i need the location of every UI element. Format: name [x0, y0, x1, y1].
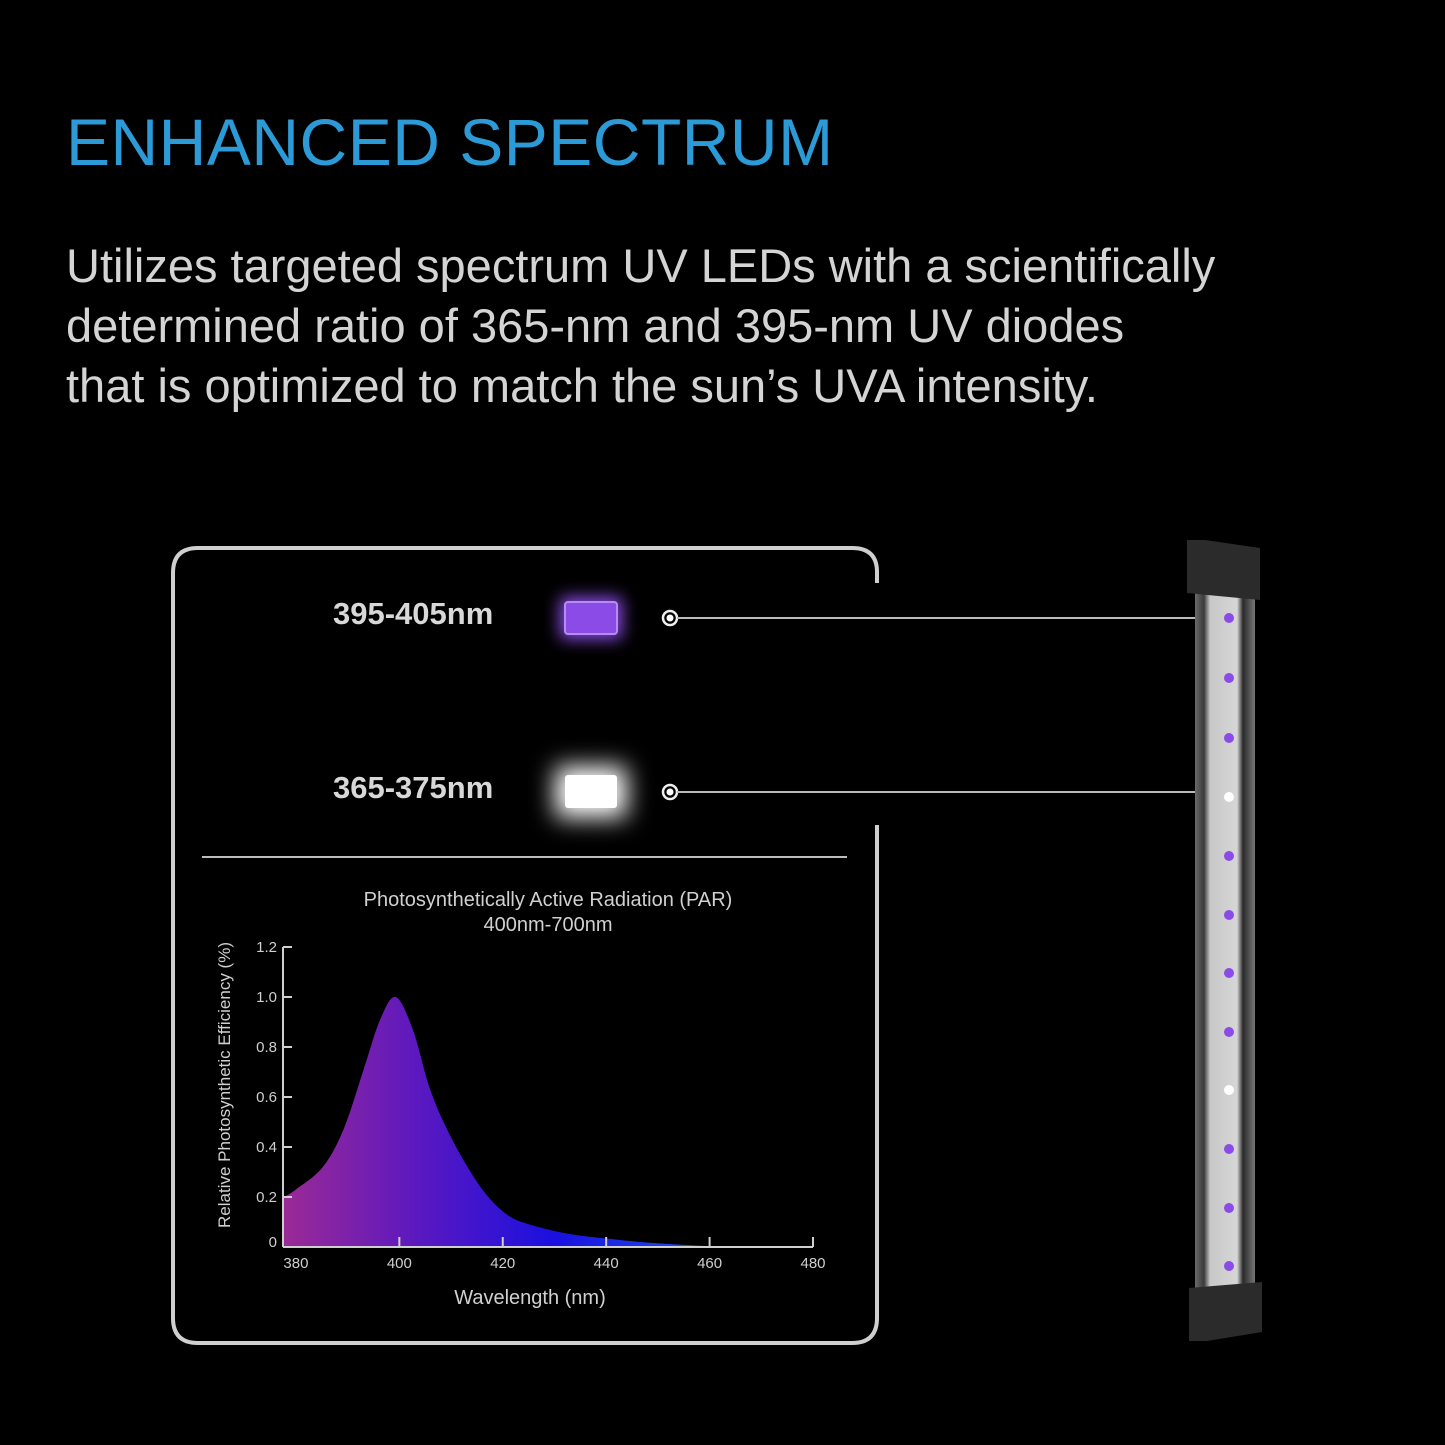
chart-subtitle: 400nm-700nm: [484, 914, 613, 936]
par-chart: Photosynthetically Active Radiation (PAR…: [215, 889, 826, 1309]
uv-led: [1224, 733, 1234, 743]
white-led: [1224, 1085, 1234, 1095]
description-line: determined ratio of 365-nm and 395-nm UV…: [66, 299, 1125, 352]
y-tick-label: 1.2: [256, 939, 277, 956]
x-tick-label: 460: [697, 1255, 722, 1272]
white-led: [1224, 792, 1234, 802]
uv-led: [1224, 613, 1234, 623]
description-line: that is optimized to match the sun’s UVA…: [66, 359, 1098, 412]
y-tick-label: 0.4: [256, 1139, 277, 1156]
uv-led: [1224, 1027, 1234, 1037]
connector-dot-center: [666, 788, 674, 796]
spectrum-area: [284, 996, 736, 1247]
end-cap-bottom: [1189, 1282, 1262, 1341]
description: Utilizes targeted spectrum UV LEDs with …: [66, 236, 1386, 416]
y-tick-label: 0.2: [256, 1189, 277, 1206]
x-tick-label: 400: [387, 1255, 412, 1272]
uv-led: [1224, 1203, 1234, 1213]
uv-led: [1224, 1261, 1234, 1271]
white-led-swatch: [565, 775, 617, 808]
x-axis-label: Wavelength (nm): [454, 1287, 606, 1309]
y-tick-label: 0: [269, 1234, 277, 1251]
x-tick-label: 480: [800, 1255, 825, 1272]
legend-label-395: 395-405nm: [333, 596, 493, 631]
y-tick-label: 0.8: [256, 1039, 277, 1056]
connector-dot-center: [666, 614, 674, 622]
page-title: ENHANCED SPECTRUM: [66, 105, 834, 179]
uv-led: [1224, 851, 1234, 861]
chart-title: Photosynthetically Active Radiation (PAR…: [364, 889, 733, 911]
end-cap-top: [1187, 540, 1260, 600]
uv-led: [1224, 673, 1234, 683]
uv-led: [1224, 1144, 1234, 1154]
callout-box-border: [171, 546, 879, 1345]
x-tick-label: 440: [594, 1255, 619, 1272]
legend-label-365: 365-375nm: [333, 770, 493, 805]
y-tick-label: 1.0: [256, 989, 277, 1006]
y-axis-label: Relative Photosynthetic Efficiency (%): [215, 942, 234, 1228]
x-tick-label: 380: [283, 1255, 308, 1272]
uv-led-swatch: [564, 601, 618, 635]
y-tick-label: 0.6: [256, 1089, 277, 1106]
uv-led: [1224, 910, 1234, 920]
x-tick-label: 420: [490, 1255, 515, 1272]
uv-led: [1224, 968, 1234, 978]
uv-light-bar: [1187, 540, 1262, 1341]
description-line: Utilizes targeted spectrum UV LEDs with …: [66, 239, 1216, 292]
